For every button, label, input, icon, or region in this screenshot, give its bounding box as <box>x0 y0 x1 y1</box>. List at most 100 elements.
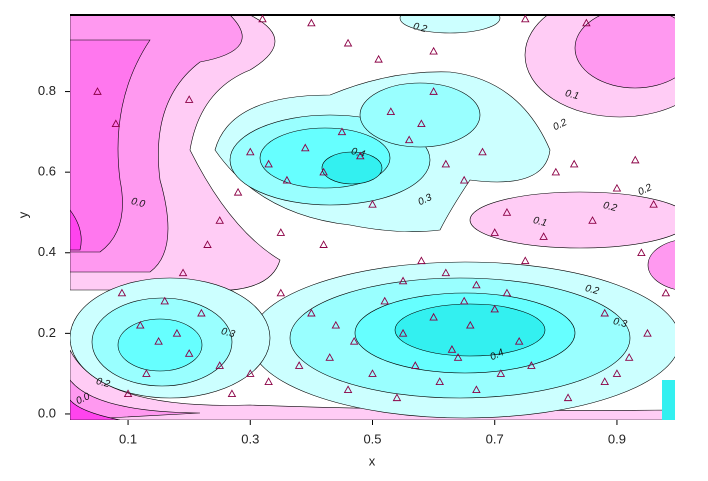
point <box>417 119 426 128</box>
point <box>184 349 194 357</box>
point <box>429 312 438 321</box>
point <box>307 308 316 317</box>
point <box>246 369 255 377</box>
point <box>539 232 548 240</box>
point <box>459 296 469 305</box>
point <box>282 175 292 184</box>
point <box>612 183 622 192</box>
point <box>386 107 396 115</box>
point <box>441 268 451 277</box>
x-tick-label: 0.5 <box>363 431 381 446</box>
point <box>514 336 524 345</box>
point <box>215 361 224 369</box>
point <box>374 54 383 63</box>
point <box>331 320 341 329</box>
point <box>490 228 499 236</box>
point <box>588 216 597 224</box>
contour-label: 0.1 <box>532 215 548 229</box>
point <box>624 353 634 361</box>
contour-label: 0.2 <box>551 117 569 133</box>
point <box>319 167 328 176</box>
point <box>343 385 353 394</box>
point <box>215 216 224 224</box>
point <box>349 336 359 345</box>
point <box>600 377 609 385</box>
point <box>160 296 169 305</box>
point <box>527 361 536 369</box>
point <box>294 361 304 369</box>
contour-label: 0.2 <box>584 283 601 297</box>
point <box>227 389 237 398</box>
point <box>502 288 512 297</box>
point <box>417 256 426 265</box>
point <box>582 18 591 27</box>
point <box>447 345 457 353</box>
point <box>117 288 127 297</box>
point <box>319 240 328 248</box>
point <box>111 119 121 128</box>
point <box>502 208 512 216</box>
point <box>459 175 469 184</box>
x-tick-label: 0.9 <box>608 431 626 446</box>
point <box>264 377 273 385</box>
point <box>490 304 499 313</box>
point <box>178 268 188 277</box>
y-tick-label: 0.4 <box>38 244 56 259</box>
contour-label: 0.0 <box>74 391 92 407</box>
point <box>429 87 438 95</box>
contour-label: 0.2 <box>636 182 654 198</box>
contour-label: 0.3 <box>416 192 434 208</box>
point <box>154 336 163 345</box>
y-tick-label: 0.0 <box>38 405 56 420</box>
point <box>276 228 286 236</box>
point <box>435 377 444 385</box>
point <box>429 46 438 55</box>
point <box>404 135 414 144</box>
point <box>184 95 194 103</box>
x-tick-label: 0.1 <box>119 431 137 446</box>
point <box>172 328 182 337</box>
point <box>398 276 408 285</box>
point <box>472 280 481 289</box>
point <box>643 328 652 337</box>
point <box>337 127 347 136</box>
point <box>203 240 212 248</box>
point <box>631 155 640 164</box>
point <box>441 159 451 168</box>
point <box>197 308 206 317</box>
point <box>142 369 151 377</box>
point <box>563 393 573 402</box>
x-tick-label: 0.7 <box>486 431 504 446</box>
point <box>301 143 310 152</box>
point <box>521 256 530 265</box>
x-axis-label: x <box>369 453 376 468</box>
point <box>123 389 133 398</box>
point <box>466 320 475 329</box>
point <box>411 361 420 369</box>
point <box>368 369 377 377</box>
point <box>600 308 609 317</box>
contour-label: 0.4 <box>488 347 506 363</box>
point <box>264 159 273 168</box>
point <box>392 393 402 402</box>
contour-label: 0.1 <box>564 88 580 102</box>
point <box>246 147 255 156</box>
point <box>496 369 506 377</box>
point <box>258 14 267 23</box>
point <box>136 320 145 329</box>
y-tick-label: 0.6 <box>38 164 56 179</box>
x-tick-label: 0.3 <box>241 431 259 446</box>
point <box>453 353 463 361</box>
y-tick-label: 0.2 <box>38 325 56 340</box>
point <box>325 353 334 361</box>
point <box>233 187 243 196</box>
point <box>380 296 389 305</box>
point <box>398 328 408 337</box>
point <box>551 167 561 176</box>
point <box>661 288 671 297</box>
point <box>343 38 353 47</box>
point <box>276 288 286 297</box>
point <box>478 147 487 156</box>
point <box>521 14 530 23</box>
